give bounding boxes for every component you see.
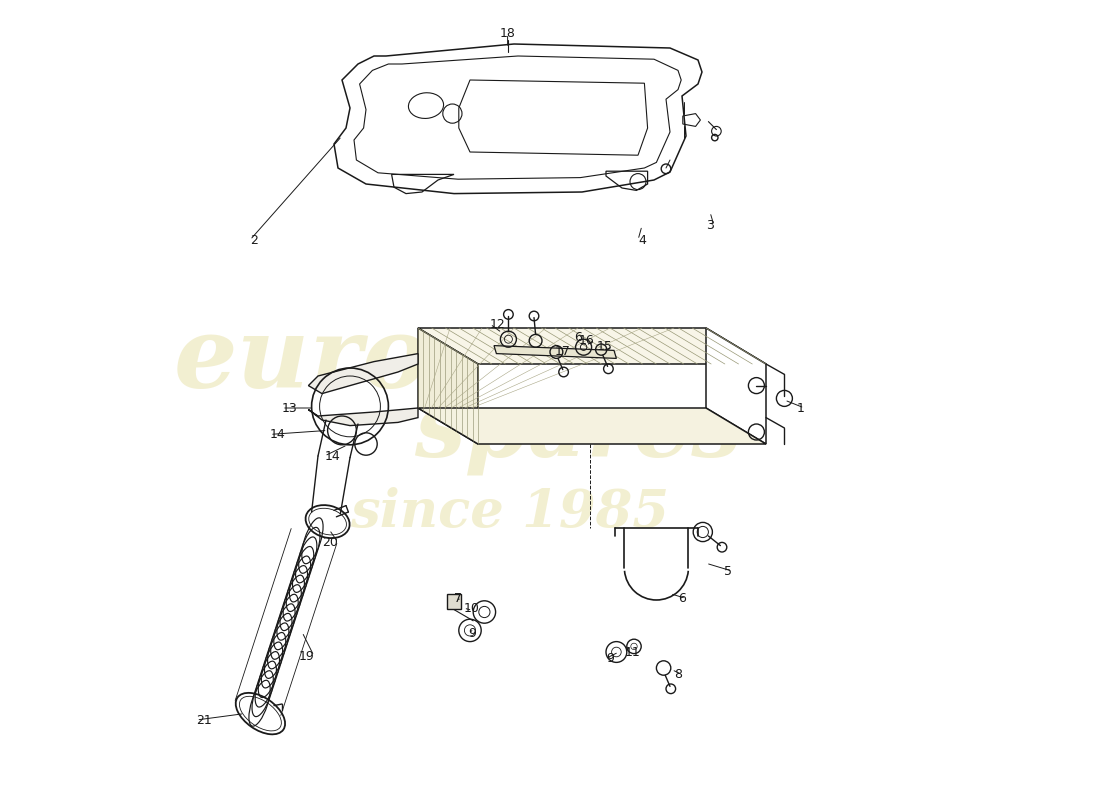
- Text: 21: 21: [197, 714, 212, 726]
- Text: 19: 19: [298, 650, 314, 662]
- Text: 3: 3: [706, 219, 714, 232]
- Text: 18: 18: [499, 27, 516, 40]
- Text: 7: 7: [454, 592, 462, 605]
- Text: spares: spares: [414, 389, 742, 475]
- Polygon shape: [418, 328, 478, 444]
- Text: 20: 20: [322, 536, 338, 549]
- Text: 6: 6: [678, 592, 686, 605]
- Text: 6: 6: [574, 331, 582, 344]
- Text: 2: 2: [250, 234, 257, 246]
- Text: 14: 14: [270, 428, 286, 441]
- Text: 13: 13: [282, 402, 298, 414]
- Polygon shape: [308, 408, 418, 426]
- Text: 12: 12: [490, 318, 506, 330]
- Text: 17: 17: [554, 346, 571, 358]
- Text: 1: 1: [796, 402, 804, 414]
- Polygon shape: [706, 328, 766, 444]
- Polygon shape: [494, 346, 616, 358]
- Text: euro: euro: [174, 312, 430, 408]
- Text: 9: 9: [606, 652, 614, 665]
- Polygon shape: [418, 328, 766, 364]
- Text: 14: 14: [324, 450, 340, 462]
- Text: 5: 5: [725, 565, 733, 578]
- Polygon shape: [418, 408, 766, 444]
- Text: 9: 9: [469, 627, 476, 640]
- Text: 11: 11: [625, 646, 640, 659]
- Text: 8: 8: [674, 668, 682, 681]
- Text: 10: 10: [463, 602, 480, 614]
- Text: 4: 4: [638, 234, 646, 246]
- Polygon shape: [447, 594, 461, 609]
- Text: 15: 15: [596, 340, 613, 353]
- Polygon shape: [334, 44, 702, 194]
- Text: since 1985: since 1985: [350, 486, 669, 538]
- Polygon shape: [308, 354, 418, 394]
- Text: 16: 16: [579, 334, 595, 346]
